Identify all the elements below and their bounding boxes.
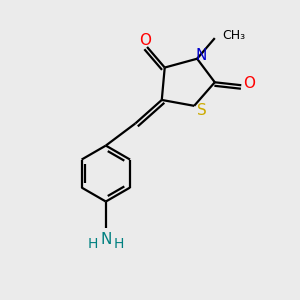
Text: N: N xyxy=(196,48,207,63)
Text: S: S xyxy=(197,103,206,118)
Text: H: H xyxy=(87,237,98,251)
Text: H: H xyxy=(114,237,124,251)
Text: O: O xyxy=(140,33,152,48)
Text: N: N xyxy=(100,232,112,247)
Text: O: O xyxy=(244,76,256,91)
Text: CH₃: CH₃ xyxy=(222,29,245,42)
